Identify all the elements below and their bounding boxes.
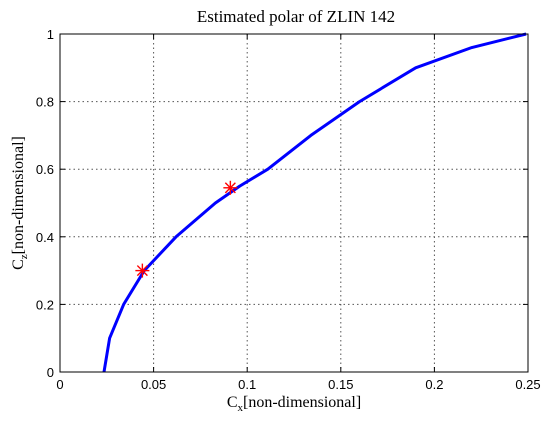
y-tick-label: 1 bbox=[47, 27, 54, 42]
x-tick-label: 0.1 bbox=[238, 377, 256, 392]
x-axis-label-text: [non-dimensional] bbox=[243, 394, 361, 411]
x-tick-label: 0.15 bbox=[328, 377, 353, 392]
x-tick-label: 0 bbox=[56, 377, 63, 392]
plot-area bbox=[60, 34, 528, 372]
y-tick-label: 0.8 bbox=[36, 95, 54, 110]
y-tick-label: 0.6 bbox=[36, 162, 54, 177]
y-axis-label-symbol: C bbox=[10, 259, 27, 270]
x-tick-label: 0.05 bbox=[141, 377, 166, 392]
x-axis-ticks: 0 0.05 0.1 0.15 0.2 0.25 bbox=[56, 34, 541, 392]
asterisk-marker bbox=[135, 263, 150, 278]
x-axis-label-subscript: x bbox=[237, 402, 243, 414]
x-tick-label: 0.25 bbox=[515, 377, 540, 392]
plot-frame bbox=[59, 33, 529, 373]
y-tick-label: 0.4 bbox=[36, 230, 54, 245]
data-markers bbox=[135, 180, 238, 278]
y-axis-label: Cz[non-dimensional] bbox=[10, 136, 30, 270]
asterisk-marker bbox=[223, 180, 238, 195]
x-axis-label: Cx[non-dimensional] bbox=[227, 394, 361, 414]
y-tick-label: 0 bbox=[47, 365, 54, 380]
y-tick-label: 0.2 bbox=[36, 297, 54, 312]
y-axis-ticks: 0 0.2 0.4 0.6 0.8 1 bbox=[36, 27, 528, 380]
y-axis-label-subscript: z bbox=[18, 254, 30, 259]
y-axis-label-text: [non-dimensional] bbox=[10, 136, 27, 254]
x-axis-label-symbol: C bbox=[227, 394, 238, 411]
chart-title: Estimated polar of ZLIN 142 bbox=[197, 7, 395, 26]
grid-lines bbox=[60, 34, 528, 372]
series-line-polar bbox=[102, 32, 527, 373]
x-tick-label: 0.2 bbox=[425, 377, 443, 392]
